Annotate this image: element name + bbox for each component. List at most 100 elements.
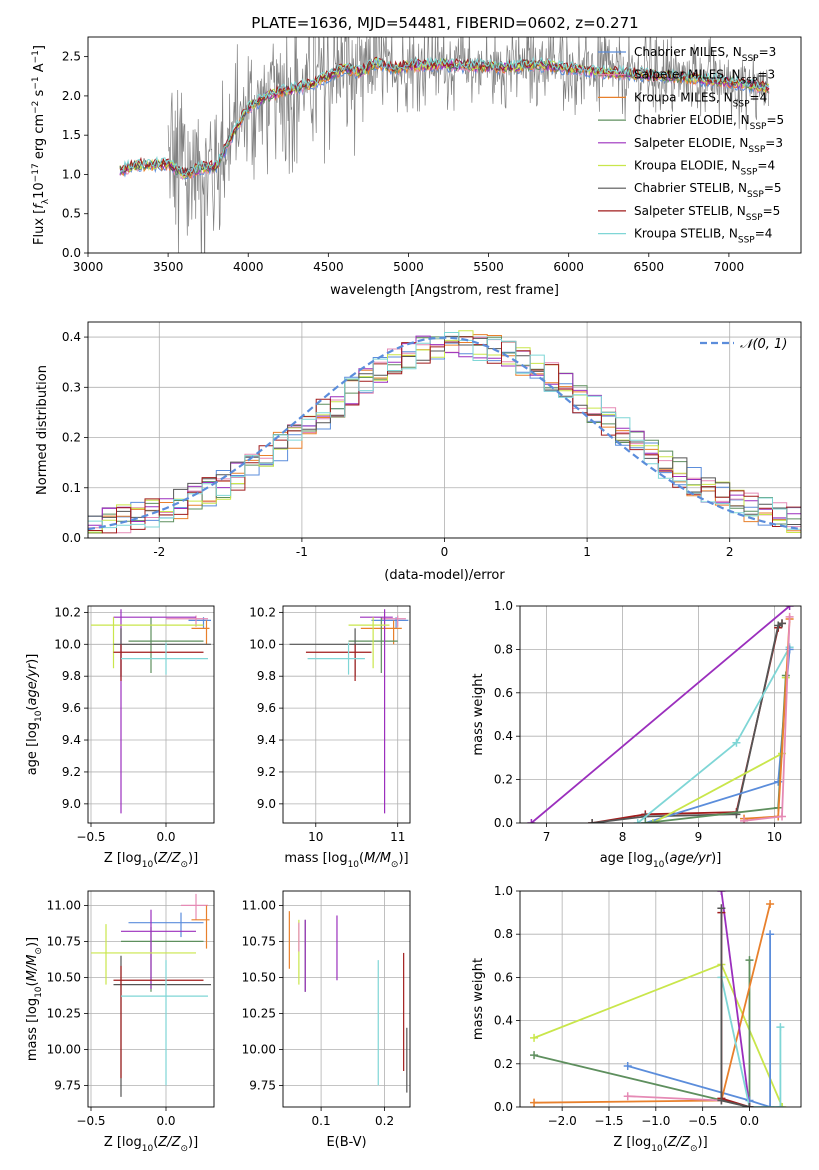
- legend-entry: Kroupa ELODIE, NSSP=4: [634, 159, 775, 178]
- weight-marker: [740, 816, 749, 823]
- y-tick-label: 2.0: [62, 89, 81, 103]
- y-tick-label: 2.5: [62, 50, 81, 64]
- y-tick-label: 9.75: [249, 1078, 276, 1092]
- y-tick-label: 1.0: [494, 599, 513, 613]
- weight-marker: [717, 891, 726, 895]
- weight-marker: [785, 606, 794, 610]
- plot-area: [119, 37, 770, 253]
- y-tick-label: 9.6: [62, 701, 81, 715]
- plot-area: [88, 891, 214, 1107]
- y-tick-label: 0.3: [62, 380, 81, 394]
- legend-entry: Chabrier MILES, NSSP=3: [634, 45, 776, 64]
- weight-marker: [778, 812, 787, 821]
- x-tick-label: 3000: [73, 260, 104, 274]
- plot-area: [283, 891, 410, 1107]
- y-tick-label: 0.4: [494, 729, 513, 743]
- errorbar-point: [307, 642, 365, 675]
- weight-marker: [648, 819, 657, 823]
- y-tick-label: 9.4: [62, 733, 81, 747]
- weight-marker: [785, 645, 794, 654]
- y-axis-label: mass weight: [471, 673, 486, 755]
- axes-spectrum: 3000 3500 4000 4500 5000 5500 6000 6500 7000 0.0 0…: [31, 36, 802, 298]
- errorbar-point: [91, 617, 204, 669]
- y-tick-label: 0.0: [494, 816, 513, 830]
- x-tick-label: 0.2: [375, 1114, 394, 1128]
- x-axis-label: (data-model)/error: [384, 568, 505, 583]
- model-line-kroupa-stelib: [119, 56, 770, 177]
- weight-marker: [745, 1103, 754, 1107]
- weight-line-salpeter-elodie: [530, 606, 791, 823]
- x-tick-label: -1: [296, 545, 308, 559]
- y-tick-label: 9.75: [54, 1078, 81, 1092]
- axes-frame: [87, 36, 802, 254]
- errorbar-point: [360, 609, 393, 814]
- weight-marker: [530, 1098, 539, 1107]
- y-tick-label: 0.2: [494, 773, 513, 787]
- x-tick-label: 9: [695, 830, 703, 844]
- y-axis-label: age [log10(age/yr)]: [25, 654, 44, 776]
- weight-marker: [745, 956, 754, 965]
- y-tick-label: 10.00: [242, 1042, 276, 1056]
- y-tick-label: 10.50: [47, 970, 81, 984]
- axes-weight-vs-age: 7 8 9 10 0.0 0.2 0.4 0.6 0.8 1.0 age [log10(age/yr…: [471, 599, 802, 870]
- y-tick-label: 0.0: [62, 531, 81, 545]
- y-tick-label: 0.5: [62, 207, 81, 221]
- errorbar-point: [121, 642, 208, 675]
- weight-marker: [732, 738, 741, 747]
- weight-marker: [633, 819, 642, 823]
- x-axis-label: Z [log10(Z/Z⊙)]: [104, 1135, 198, 1154]
- errorbar-point: [113, 644, 204, 681]
- y-tick-label: 0.1: [62, 481, 81, 495]
- weight-line-salpeter-miles: [627, 1095, 722, 1102]
- x-tick-label: 0.1: [312, 1114, 331, 1128]
- legend-entry: Chabrier STELIB, NSSP=5: [634, 181, 782, 200]
- figure-title: PLATE=1636, MJD=54481, FIBERID=0602, z=0…: [251, 14, 638, 32]
- weight-line-chabrier-elodie: [533, 960, 751, 1107]
- legend-entry: Kroupa STELIB, NSSP=4: [634, 227, 772, 246]
- y-tick-label: 11.00: [242, 898, 276, 912]
- axes-frame: [87, 321, 802, 539]
- y-tick-label: 10.00: [47, 1042, 81, 1056]
- axes-frame: [519, 890, 802, 1108]
- hist-step-kroupa-stelib: [88, 332, 801, 530]
- x-axis-label: wavelength [Angstrom, rest frame]: [330, 283, 559, 298]
- y-tick-label: 9.0: [257, 797, 276, 811]
- y-axis-label: Normed distribution: [35, 365, 50, 495]
- y-tick-label: 9.6: [257, 701, 276, 715]
- y-tick-label: 0.2: [494, 1057, 513, 1071]
- x-tick-label: -2: [153, 545, 165, 559]
- weight-marker: [732, 810, 741, 819]
- model-line-chabrier-stelib: [119, 57, 770, 176]
- errorbar-point: [121, 960, 208, 1086]
- errorbar-point: [381, 615, 406, 627]
- weight-marker: [641, 819, 650, 823]
- axes-residual-hist: -2 -1 0 1 2 0.0 0.1 0.2 0.3 0.4 (data-model)/error…: [35, 321, 802, 583]
- x-tick-label: 10: [308, 830, 323, 844]
- axes-frame: [87, 890, 215, 1108]
- weight-marker: [778, 1103, 787, 1107]
- weight-marker: [527, 819, 536, 823]
- x-tick-label: 0.0: [156, 1114, 175, 1128]
- weight-marker: [776, 1023, 785, 1032]
- x-tick-label: 5000: [393, 260, 424, 274]
- x-tick-label: −0.5: [76, 1114, 105, 1128]
- x-tick-label: −1.0: [641, 1114, 670, 1128]
- legend-entry: Salpeter STELIB, NSSP=5: [634, 204, 780, 223]
- y-tick-label: 0.0: [62, 246, 81, 260]
- x-tick-label: 4000: [233, 260, 264, 274]
- weight-marker: [588, 819, 597, 823]
- x-tick-label: 8: [619, 830, 627, 844]
- weight-marker: [766, 930, 775, 939]
- x-tick-label: 3500: [153, 260, 184, 274]
- x-tick-label: 4500: [313, 260, 344, 274]
- plot-area: [88, 322, 801, 538]
- weight-line-chabrier-miles: [627, 934, 771, 1107]
- axes-frame: [282, 890, 411, 1108]
- x-tick-label: −0.5: [688, 1114, 717, 1128]
- y-axis-label: mass weight: [471, 958, 486, 1040]
- weight-marker: [776, 1103, 785, 1107]
- x-axis-label: E(B-V): [326, 1135, 366, 1150]
- y-axis-label: Flux [fλ10−17 erg cm−2 s−1 A−1]: [31, 45, 51, 245]
- errorbar-point: [113, 965, 204, 1079]
- y-tick-label: 0.6: [494, 686, 513, 700]
